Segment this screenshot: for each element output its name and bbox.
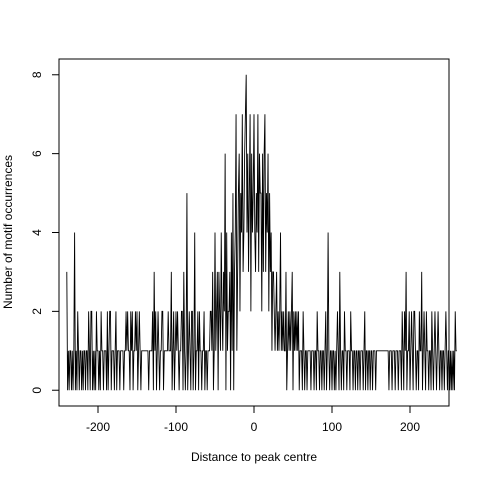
x-axis-title: Distance to peak centre: [191, 450, 317, 464]
x-tick-label: 200: [400, 420, 420, 434]
x-axis: -200 -100 0 100 200: [86, 406, 420, 434]
y-axis: 0 2 4 6 8: [30, 71, 59, 394]
plot-series: [66, 74, 457, 391]
y-tick-label: 8: [30, 71, 44, 78]
x-tick-label: 0: [251, 420, 258, 434]
series-line-0: [66, 74, 457, 391]
y-tick-label: 2: [30, 308, 44, 315]
y-axis-title: Number of motif occurrences: [1, 155, 15, 309]
x-tick-label: 100: [322, 420, 342, 434]
x-tick-label: -200: [86, 420, 110, 434]
x-tick-label: -100: [164, 420, 188, 434]
y-tick-label: 6: [30, 150, 44, 157]
y-tick-label: 4: [30, 229, 44, 236]
y-tick-label: 0: [30, 387, 44, 394]
